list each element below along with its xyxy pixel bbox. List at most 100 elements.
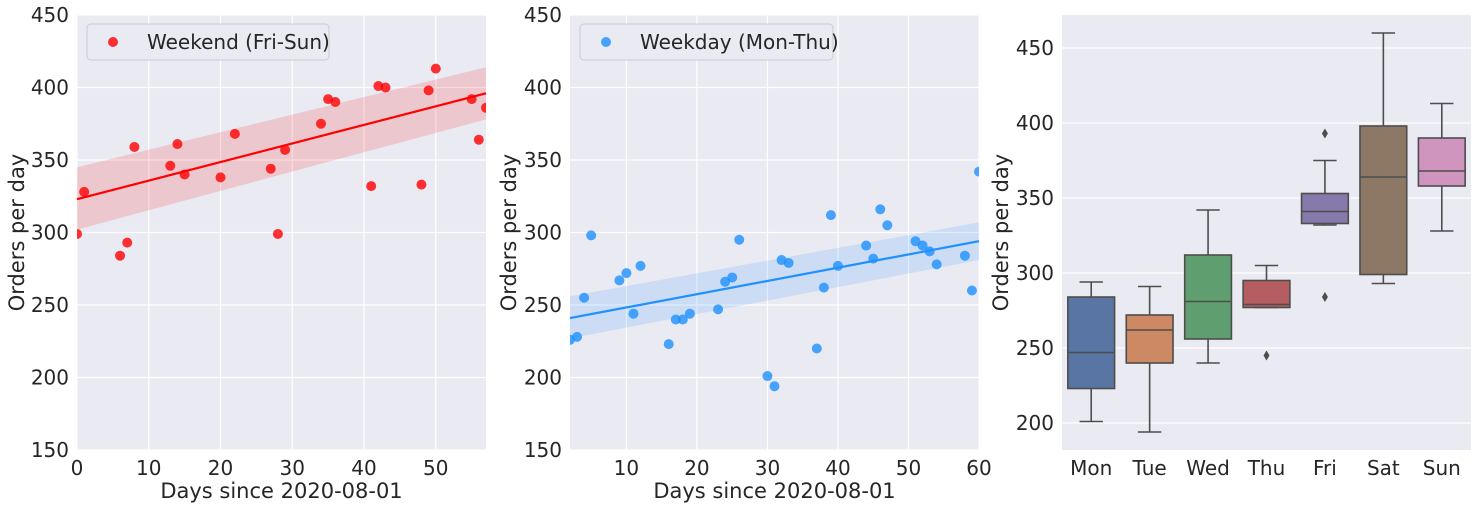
legend-marker — [108, 37, 118, 47]
x-tick-label: 20 — [684, 456, 709, 480]
box-sun — [1417, 102, 1466, 232]
data-point — [769, 381, 780, 392]
y-tick-label: 300 — [524, 221, 562, 245]
data-point — [315, 118, 326, 129]
data-point — [380, 82, 391, 93]
box-body — [1359, 125, 1408, 276]
data-point — [762, 371, 773, 382]
data-point — [811, 343, 822, 354]
data-point — [931, 259, 942, 270]
box-sat — [1359, 32, 1408, 285]
y-axis-label: Orders per day — [989, 154, 1013, 311]
data-point — [628, 308, 639, 319]
data-point — [614, 275, 625, 286]
x-tick-label: 10 — [614, 456, 639, 480]
y-tick-label: 300 — [31, 221, 69, 245]
box-mon — [1067, 281, 1116, 423]
y-tick-label: 200 — [31, 366, 69, 390]
data-point — [366, 181, 377, 192]
data-point — [684, 308, 695, 319]
box-thu — [1242, 264, 1291, 361]
x-tick-label: 10 — [136, 456, 161, 480]
data-point — [959, 250, 970, 261]
plot-area — [1062, 15, 1471, 450]
y-tick-label: 400 — [524, 76, 562, 100]
data-point — [783, 257, 794, 268]
box-body — [1417, 137, 1466, 187]
data-point — [77, 228, 82, 239]
data-point — [917, 240, 928, 251]
x-tick-label: 60 — [966, 456, 991, 480]
data-point — [861, 240, 872, 251]
y-tick-label: 450 — [524, 3, 562, 27]
data-point — [713, 304, 724, 315]
data-point — [670, 314, 681, 325]
data-point — [635, 260, 646, 271]
y-tick-label: 250 — [524, 293, 562, 317]
y-tick-label: 350 — [31, 148, 69, 172]
data-point — [572, 331, 583, 342]
y-tick-label: 350 — [1016, 186, 1054, 210]
data-point — [229, 128, 240, 139]
y-tick-label: 200 — [1016, 411, 1054, 435]
data-point — [430, 63, 441, 74]
data-point — [122, 237, 133, 248]
x-tick-label: Sun — [1423, 456, 1461, 480]
x-tick-label: Sat — [1367, 456, 1400, 480]
y-axis-label: Orders per day — [5, 154, 29, 311]
data-point — [265, 163, 276, 174]
x-tick-label: Fri — [1313, 456, 1337, 480]
box-panel: 200 250 300 350 400 450 Orders per day Mon Tue We… — [989, 15, 1471, 480]
data-point — [586, 230, 597, 241]
box-body — [1242, 279, 1291, 309]
data-point — [882, 220, 893, 231]
data-point — [280, 144, 291, 155]
data-points — [77, 63, 486, 261]
data-point — [481, 102, 486, 113]
data-point — [165, 160, 176, 171]
y-tick-label: 150 — [31, 438, 69, 462]
data-point — [416, 179, 427, 190]
y-tick-label: 200 — [524, 366, 562, 390]
data-point — [129, 141, 140, 152]
x-tick-label: 40 — [825, 456, 850, 480]
x-tick-label: Wed — [1186, 456, 1230, 480]
legend-box — [579, 23, 834, 61]
legend-label: Weekend (Fri-Sun) — [147, 30, 330, 54]
legend-label: Weekday (Mon-Thu) — [640, 30, 839, 54]
data-point — [663, 339, 674, 350]
x-tick-label: 40 — [351, 456, 376, 480]
box-body — [1067, 296, 1116, 390]
data-point — [579, 292, 590, 303]
data-point — [473, 134, 484, 145]
legend-marker — [601, 37, 611, 47]
data-point — [677, 314, 688, 325]
y-tick-label: 400 — [31, 76, 69, 100]
data-point — [423, 85, 434, 96]
y-tick-label: 450 — [31, 3, 69, 27]
y-tick-label: 350 — [524, 148, 562, 172]
x-tick-label: 30 — [755, 456, 780, 480]
data-point — [875, 204, 886, 215]
x-tick-label: 30 — [280, 456, 305, 480]
data-point — [734, 234, 745, 245]
y-axis-label: Orders per day — [497, 154, 521, 311]
x-axis-label: Days since 2020-08-01 — [653, 479, 895, 503]
y-tick-label: 300 — [1016, 261, 1054, 285]
y-tick-label: 400 — [1016, 111, 1054, 135]
data-point — [818, 282, 829, 293]
data-point — [79, 186, 90, 197]
box-wed — [1183, 209, 1233, 364]
box-fri — [1300, 128, 1350, 302]
data-point — [215, 172, 226, 183]
regression-line — [569, 240, 980, 320]
y-tick-label: 450 — [1016, 36, 1054, 60]
data-point — [966, 285, 977, 296]
box-body — [1183, 254, 1233, 340]
y-tick-label: 150 — [524, 438, 562, 462]
x-tick-label: 50 — [896, 456, 921, 480]
data-point — [330, 97, 341, 107]
x-tick-label: 0 — [71, 456, 84, 480]
scatter-panel-2: 10 20 30 40 50 60 150 200 250 300 350 400 450 Orders … — [497, 3, 992, 503]
